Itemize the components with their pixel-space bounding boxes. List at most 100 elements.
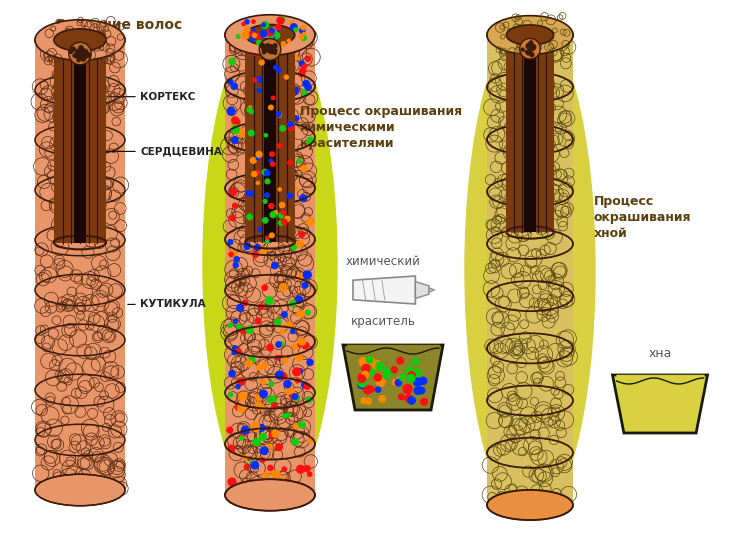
Circle shape <box>530 52 534 57</box>
Circle shape <box>408 372 415 379</box>
Circle shape <box>242 22 245 26</box>
Circle shape <box>241 431 246 436</box>
Circle shape <box>279 16 285 22</box>
Circle shape <box>305 84 312 90</box>
Circle shape <box>531 45 534 47</box>
Text: краситель: краситель <box>351 315 416 328</box>
Circle shape <box>71 47 75 51</box>
Bar <box>73 40 86 243</box>
Circle shape <box>414 369 421 376</box>
Circle shape <box>255 41 259 46</box>
Circle shape <box>281 87 285 92</box>
Circle shape <box>406 367 413 375</box>
Circle shape <box>237 378 245 385</box>
Circle shape <box>286 322 293 329</box>
Circle shape <box>249 110 253 113</box>
Circle shape <box>528 46 533 51</box>
Circle shape <box>253 425 260 432</box>
Circle shape <box>273 32 279 39</box>
Circle shape <box>261 171 266 177</box>
Circle shape <box>228 323 232 328</box>
Circle shape <box>368 358 374 365</box>
Circle shape <box>267 209 273 215</box>
Circle shape <box>269 48 272 51</box>
Circle shape <box>278 188 282 191</box>
Circle shape <box>249 32 255 37</box>
Circle shape <box>276 25 281 29</box>
Bar <box>245 35 295 242</box>
Circle shape <box>297 159 301 163</box>
Text: химический: химический <box>345 255 420 268</box>
Circle shape <box>530 46 534 51</box>
Circle shape <box>250 171 258 179</box>
Circle shape <box>82 56 86 60</box>
Circle shape <box>229 371 235 377</box>
Ellipse shape <box>245 25 295 46</box>
Circle shape <box>290 21 294 26</box>
Circle shape <box>255 245 261 250</box>
Circle shape <box>263 218 268 223</box>
Circle shape <box>526 44 530 49</box>
Circle shape <box>300 38 306 43</box>
Circle shape <box>258 247 267 255</box>
Circle shape <box>237 129 245 137</box>
Circle shape <box>228 478 236 486</box>
Circle shape <box>532 46 536 50</box>
Circle shape <box>301 35 306 41</box>
Circle shape <box>70 50 73 53</box>
Circle shape <box>398 394 404 399</box>
Circle shape <box>261 51 268 59</box>
Circle shape <box>299 71 304 77</box>
Circle shape <box>257 89 261 92</box>
Circle shape <box>258 304 264 310</box>
Circle shape <box>266 33 270 37</box>
Circle shape <box>264 134 267 137</box>
Circle shape <box>249 101 257 109</box>
Circle shape <box>270 233 274 238</box>
Circle shape <box>525 51 528 53</box>
Circle shape <box>294 396 299 401</box>
Circle shape <box>260 106 264 110</box>
Circle shape <box>269 45 273 49</box>
Circle shape <box>246 326 253 333</box>
Circle shape <box>250 158 256 164</box>
Circle shape <box>242 300 248 306</box>
Circle shape <box>268 148 274 155</box>
Circle shape <box>304 465 310 472</box>
Circle shape <box>82 52 85 55</box>
Circle shape <box>291 186 297 191</box>
Circle shape <box>287 193 292 198</box>
Circle shape <box>291 245 297 250</box>
Circle shape <box>253 438 260 446</box>
Circle shape <box>268 49 273 53</box>
Circle shape <box>281 210 285 215</box>
Circle shape <box>263 47 268 52</box>
Circle shape <box>281 477 285 482</box>
Circle shape <box>271 50 274 53</box>
Circle shape <box>361 398 367 404</box>
Circle shape <box>279 213 284 218</box>
Circle shape <box>264 48 267 50</box>
Circle shape <box>78 56 82 59</box>
Circle shape <box>527 43 531 47</box>
Circle shape <box>269 31 274 35</box>
Circle shape <box>266 60 270 65</box>
Circle shape <box>303 282 308 288</box>
Circle shape <box>272 403 276 408</box>
Circle shape <box>303 271 311 279</box>
Circle shape <box>285 75 288 79</box>
Circle shape <box>282 414 286 418</box>
Circle shape <box>300 61 304 66</box>
Circle shape <box>266 297 273 304</box>
Ellipse shape <box>54 29 106 51</box>
Circle shape <box>236 385 240 389</box>
Circle shape <box>265 86 272 93</box>
Circle shape <box>259 433 266 440</box>
Circle shape <box>255 170 260 174</box>
Circle shape <box>256 77 261 82</box>
Circle shape <box>296 354 303 361</box>
Circle shape <box>366 356 373 363</box>
Circle shape <box>291 169 296 174</box>
Circle shape <box>266 199 271 204</box>
Circle shape <box>374 374 381 381</box>
